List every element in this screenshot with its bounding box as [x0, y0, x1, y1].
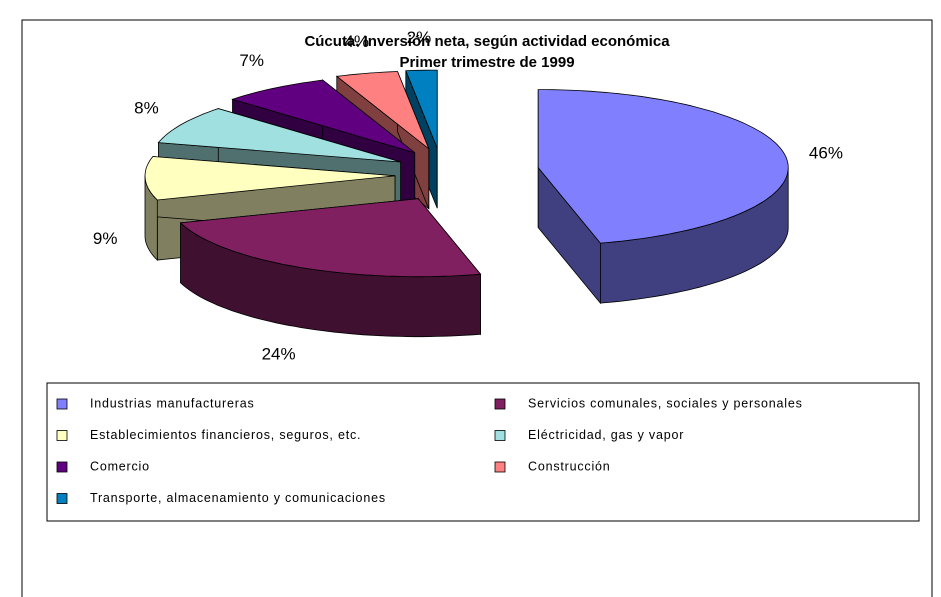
data-label: 2%	[407, 28, 432, 47]
legend-swatch	[494, 398, 506, 410]
slice	[537, 89, 789, 305]
legend-label: Eléctricidad, gas y vapor	[528, 428, 684, 442]
legend-label: Transporte, almacenamiento y comunicacio…	[90, 491, 386, 505]
legend-swatch	[56, 493, 68, 504]
slice	[157, 108, 401, 163]
legend-label: Comercio	[90, 459, 150, 473]
legend-swatch	[56, 398, 68, 410]
legend-swatch	[494, 461, 506, 473]
slice	[144, 156, 396, 201]
slice	[231, 79, 415, 154]
slice	[335, 71, 430, 151]
slice	[405, 69, 438, 149]
legend-swatch	[494, 430, 506, 441]
slice	[179, 198, 482, 278]
legend-frame	[46, 382, 920, 522]
data-label: 24%	[262, 345, 296, 364]
legend-label: Servicios comunales, sociales y personal…	[528, 396, 803, 410]
legend-label: Establecimientos financieros, seguros, e…	[90, 428, 361, 442]
data-label: 8%	[134, 98, 159, 117]
data-label: 9%	[93, 229, 118, 248]
chart-title: Cúcuta. Inversión neta, según actividad …	[304, 33, 670, 50]
legend-label: Industrias manufactureras	[90, 396, 255, 410]
legend-swatch	[56, 430, 68, 441]
chart-subtitle: Primer trimestre de 1999	[399, 54, 574, 71]
data-label: 7%	[239, 51, 264, 70]
legend-label: Construcción	[528, 459, 611, 473]
data-label: 4%	[344, 32, 369, 51]
legend-swatch	[56, 461, 68, 473]
data-label: 46%	[809, 143, 843, 162]
chart-frame	[21, 19, 933, 597]
slice	[537, 89, 789, 244]
slice	[179, 197, 482, 338]
